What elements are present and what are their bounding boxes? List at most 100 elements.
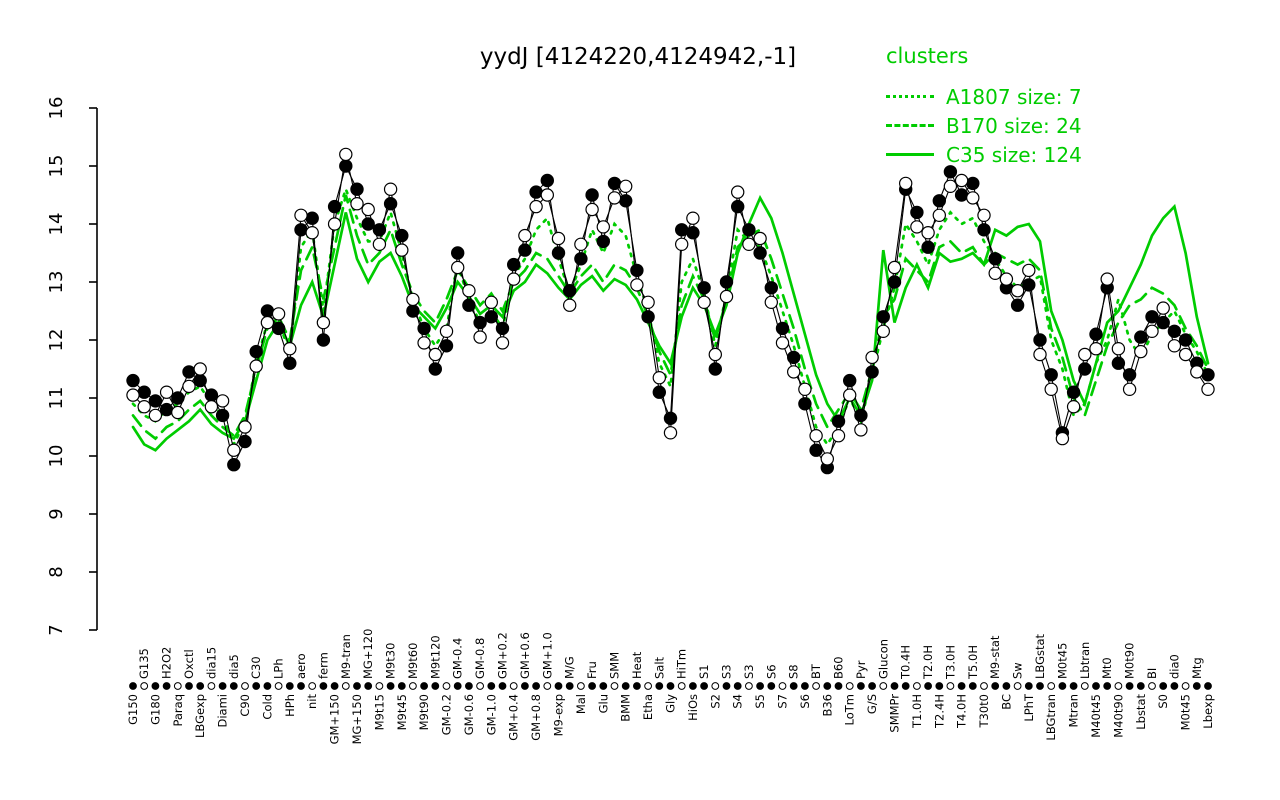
x-category-label: GM-0.4 xyxy=(451,638,465,679)
x-category-label: M/G xyxy=(563,656,577,679)
condition-dot xyxy=(297,682,305,690)
x-category-label: S3 xyxy=(742,664,756,679)
y-tick-label: 13 xyxy=(46,271,67,294)
condition-dot xyxy=(980,682,988,690)
condition-dot xyxy=(1192,682,1201,690)
condition-dot xyxy=(1013,682,1022,690)
condition-dot xyxy=(1047,682,1056,690)
condition-dot xyxy=(453,682,462,690)
condition-dot xyxy=(655,682,664,690)
filled-point-marker xyxy=(462,298,476,312)
x-category-label: MG+120 xyxy=(361,629,375,679)
open-point-marker xyxy=(641,295,655,309)
legend-entry: C35 size: 124 xyxy=(886,140,1082,169)
x-category-label: S5 xyxy=(753,694,767,709)
filled-point-marker xyxy=(697,281,711,295)
x-category-label: dia15 xyxy=(204,647,218,679)
open-point-marker xyxy=(193,362,207,376)
condition-dot xyxy=(845,682,854,690)
x-category-label: M9-exp xyxy=(552,694,566,736)
x-category-label: Gly xyxy=(664,694,678,713)
open-point-marker xyxy=(518,228,532,243)
condition-dot xyxy=(151,682,160,690)
condition-dot xyxy=(913,682,921,690)
x-category-label: T30t0 xyxy=(977,694,991,728)
x-category-label: T4.0H xyxy=(955,694,969,729)
condition-dot xyxy=(263,682,272,690)
open-point-marker xyxy=(977,208,991,222)
open-point-marker xyxy=(831,429,846,443)
x-category-label: M40t45 xyxy=(1089,694,1103,738)
x-category-label: Diami xyxy=(216,694,230,728)
condition-dot xyxy=(857,682,865,690)
open-point-marker xyxy=(227,443,241,457)
condition-dot xyxy=(901,682,910,690)
condition-dot xyxy=(812,682,820,690)
x-category-label: G150 xyxy=(126,694,140,725)
filled-point-marker xyxy=(585,188,599,202)
open-point-marker xyxy=(954,173,969,188)
condition-dot xyxy=(935,682,944,690)
y-tick-label: 12 xyxy=(46,329,67,352)
filled-point-marker xyxy=(1066,385,1081,399)
legend-entry-label: C35 size: 124 xyxy=(946,142,1082,167)
open-point-marker xyxy=(406,292,420,307)
filled-point-marker xyxy=(260,304,275,318)
condition-dot xyxy=(319,682,328,690)
filled-point-marker xyxy=(238,434,252,449)
filled-point-marker xyxy=(966,176,980,191)
condition-dot xyxy=(241,682,249,690)
x-category-label: GM+150 xyxy=(328,694,342,744)
open-point-marker xyxy=(596,220,611,234)
condition-dot xyxy=(1058,682,1067,690)
filled-point-marker xyxy=(1145,310,1159,324)
condition-dot xyxy=(1204,682,1212,690)
y-tick-label: 11 xyxy=(46,387,67,410)
open-point-marker xyxy=(1145,324,1159,338)
open-point-marker xyxy=(708,347,723,362)
condition-dot xyxy=(420,682,429,690)
filled-point-marker xyxy=(630,263,644,278)
condition-dot xyxy=(644,682,652,690)
filled-point-marker xyxy=(137,385,151,399)
filled-point-marker xyxy=(988,252,1002,266)
filled-point-marker xyxy=(507,257,521,272)
filled-point-marker xyxy=(350,182,364,196)
filled-point-marker xyxy=(910,205,924,220)
filled-point-marker xyxy=(876,310,891,324)
x-category-label: BC xyxy=(999,694,1013,710)
x-category-label: Oxctl xyxy=(182,649,196,679)
open-point-marker xyxy=(731,185,745,199)
condition-dot xyxy=(924,682,932,690)
open-point-marker xyxy=(484,295,498,309)
x-category-label: S2 xyxy=(708,694,722,709)
condition-dot xyxy=(207,682,216,690)
condition-axis: G150 G135 G180 H2O2 Paraq Oxctl LBGexp dia15 Dia… xyxy=(126,629,1215,745)
page-title: yydJ [4124220,4124942,-1] xyxy=(479,44,797,70)
filled-point-marker xyxy=(798,397,812,411)
condition-dot xyxy=(162,682,171,690)
x-category-label: Lbexp xyxy=(1201,694,1215,729)
condition-dot xyxy=(577,682,585,690)
filled-point-marker xyxy=(372,223,387,237)
x-category-label: Etha xyxy=(641,694,655,720)
x-category-label: Lbstat xyxy=(1134,694,1148,730)
open-point-marker xyxy=(619,179,633,193)
x-category-label: S6 xyxy=(764,664,778,679)
open-point-marker xyxy=(1190,365,1204,379)
x-category-label: M40t90 xyxy=(1111,694,1125,738)
condition-dot xyxy=(285,682,294,690)
condition-dot xyxy=(1136,682,1145,690)
x-category-label: M9t120 xyxy=(428,635,442,679)
condition-dot xyxy=(1181,682,1190,690)
x-category-label: nit xyxy=(305,694,319,709)
open-point-marker xyxy=(607,191,622,205)
dotted-line-sample-icon xyxy=(886,95,934,98)
open-point-marker xyxy=(327,217,342,231)
condition-dot xyxy=(341,682,350,690)
x-category-label: B60 xyxy=(832,656,846,679)
x-category-label: aero xyxy=(294,653,308,679)
open-point-marker xyxy=(675,237,689,251)
filled-point-marker xyxy=(1156,315,1170,330)
condition-dot xyxy=(756,682,764,690)
